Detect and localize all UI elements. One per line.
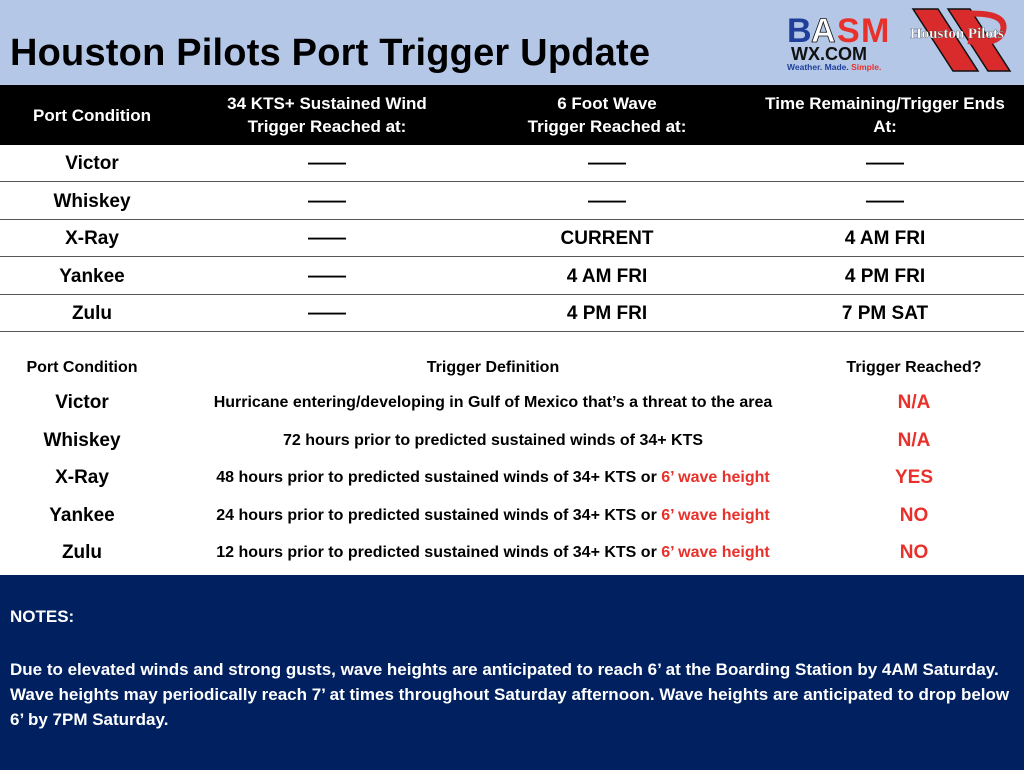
- table-cell: ——: [866, 190, 904, 212]
- port-condition-cell: Yankee: [59, 265, 125, 287]
- table-cell: CURRENT: [560, 228, 654, 249]
- svg-text:WX.COM: WX.COM: [791, 44, 867, 64]
- table-cell: 4 AM FRI: [566, 265, 648, 287]
- column-header: Port Condition: [26, 359, 138, 376]
- port-condition-cell: X-Ray: [55, 467, 109, 488]
- trigger-definition-cell: Hurricane entering/developing in Gulf of…: [214, 394, 773, 412]
- definition-text: 12 hours prior to predicted sustained wi…: [216, 544, 662, 561]
- definition-text: Hurricane entering/developing in Gulf of…: [213, 394, 773, 411]
- notes-text: Due to elevated winds and strong gusts, …: [10, 660, 1010, 729]
- table-cell: ——: [308, 153, 346, 174]
- svg-text:S: S: [837, 12, 860, 50]
- table-row: Whiskey —— —— ——: [0, 183, 1024, 220]
- definition-text: 24 hours prior to predicted sustained wi…: [216, 506, 662, 524]
- table-cell: ——: [308, 303, 346, 324]
- trigger-reached-cell: N/A: [897, 392, 931, 413]
- table-row: Zulu —— 4 PM FRI 7 PM SAT: [0, 295, 1024, 332]
- trigger-reached-cell: N/A: [897, 429, 931, 451]
- port-condition-cell: Whiskey: [53, 190, 131, 212]
- definition-text: 48 hours prior to predicted sustained wi…: [216, 469, 662, 486]
- column-header: Trigger Definition: [426, 359, 560, 376]
- houston-pilots-logo: Houston Pilots: [910, 8, 1012, 72]
- svg-text:Weather. Made. Simple.: Weather. Made. Simple.: [787, 62, 881, 72]
- table-cell: ——: [308, 190, 346, 212]
- svg-text:M: M: [861, 12, 889, 50]
- table-row: X-Ray —— CURRENT 4 AM FRI: [0, 220, 1024, 257]
- wave-height-highlight: 6’ wave height: [661, 469, 770, 486]
- column-header: Time Remaining/Trigger Ends At:: [765, 94, 1005, 136]
- trigger-reached-cell: NO: [899, 542, 929, 563]
- table-row: Victor —— —— ——: [0, 145, 1024, 182]
- notes-panel: NOTES: Due to elevated winds and strong …: [0, 575, 1024, 770]
- table-cell: 4 AM FRI: [844, 228, 926, 249]
- trigger-reached-cell: NO: [899, 504, 929, 526]
- wave-height-highlight: 6’ wave height: [661, 544, 770, 561]
- column-header: 34 KTS+ Sustained Wind Trigger Reached at…: [227, 94, 427, 136]
- basm-wx-logo: B A S M WX.COM Weather. Made. Simple.: [787, 12, 889, 72]
- table-cell: ——: [588, 190, 626, 212]
- port-condition-cell: Victor: [55, 392, 109, 413]
- svg-text:B: B: [787, 12, 812, 50]
- title-band: [0, 0, 1024, 85]
- column-header: Trigger Reached?: [846, 359, 982, 376]
- trigger-definition-cell: 12 hours prior to predicted sustained wi…: [216, 544, 769, 562]
- trigger-reached-cell: YES: [894, 467, 934, 488]
- table-cell: ——: [866, 153, 904, 174]
- trigger-definition-cell: 24 hours prior to predicted sustained wi…: [216, 507, 769, 525]
- table-cell: 4 PM FRI: [844, 265, 926, 287]
- port-condition-cell: Yankee: [49, 504, 115, 526]
- port-condition-cell: Whiskey: [43, 429, 121, 451]
- wave-height-highlight: 6’ wave height: [661, 506, 770, 524]
- notes-heading: NOTES:: [10, 607, 75, 626]
- port-condition-cell: Victor: [65, 153, 119, 174]
- table-cell: 7 PM SAT: [841, 303, 929, 324]
- port-condition-cell: Zulu: [71, 303, 113, 324]
- trigger-definition-cell: 48 hours prior to predicted sustained wi…: [216, 469, 769, 487]
- table-cell: ——: [308, 228, 346, 249]
- page-title: Houston Pilots Port Trigger Update: [10, 32, 651, 74]
- table-cell: ——: [308, 265, 346, 287]
- port-condition-cell: Zulu: [61, 542, 103, 563]
- table-row: Yankee —— 4 AM FRI 4 PM FRI: [0, 258, 1024, 295]
- definition-text: 72 hours prior to predicted sustained wi…: [282, 431, 704, 449]
- port-condition-cell: X-Ray: [65, 228, 119, 249]
- column-header: 6 Foot Wave Trigger Reached at:: [527, 94, 687, 136]
- trigger-definition-cell: 72 hours prior to predicted sustained wi…: [283, 432, 703, 450]
- table1-header: Port Condition 34 KTS+ Sustained Wind Tri…: [0, 85, 1024, 145]
- column-header: Port Condition: [32, 106, 152, 125]
- table-cell: 4 PM FRI: [566, 303, 648, 324]
- svg-text:Houston Pilots: Houston Pilots: [910, 26, 1004, 42]
- svg-text:A: A: [811, 12, 836, 50]
- table-cell: ——: [588, 153, 626, 174]
